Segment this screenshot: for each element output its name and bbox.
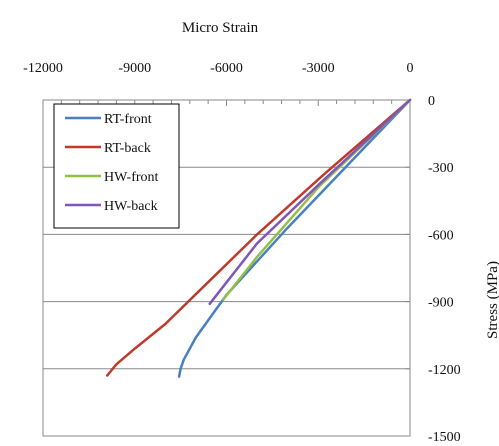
x-tick-label: -12000 [23, 61, 63, 76]
x-tick-label: -9000 [118, 61, 151, 76]
legend-label: RT-back [104, 141, 151, 156]
legend-box [53, 103, 180, 229]
x-axis-ticks [42, 99, 411, 437]
x-tick-label: 0 [407, 61, 414, 76]
legend-label: HW-back [104, 199, 158, 214]
x-axis-tick-labels: -12000 -9000 -6000 -3000 0 [23, 61, 413, 76]
y-tick-label: -900 [428, 296, 454, 311]
y-tick-label: -1500 [428, 430, 461, 445]
y-axis-tick-labels: 0 -300 -600 -900 -1200 -1500 [428, 94, 461, 445]
legend-label: RT-front [104, 112, 152, 127]
y-tick-label: -1200 [428, 363, 461, 378]
x-axis-title: Micro Strain [182, 20, 259, 36]
y-tick-label: 0 [428, 94, 435, 109]
y-tick-label: -300 [428, 161, 454, 176]
y-axis-title: Stress (MPa) [485, 261, 499, 339]
legend: RT-front RT-back HW-front HW-back [53, 103, 180, 229]
x-tick-label: -3000 [302, 61, 335, 76]
series-lines [105, 98, 412, 378]
series-line-HW-back [208, 98, 412, 306]
legend-label: HW-front [104, 170, 159, 185]
series-line-RT-back [105, 98, 412, 377]
x-tick-label: -6000 [210, 61, 243, 76]
y-tick-label: -600 [428, 228, 454, 243]
series-line-RT-front [177, 98, 412, 378]
